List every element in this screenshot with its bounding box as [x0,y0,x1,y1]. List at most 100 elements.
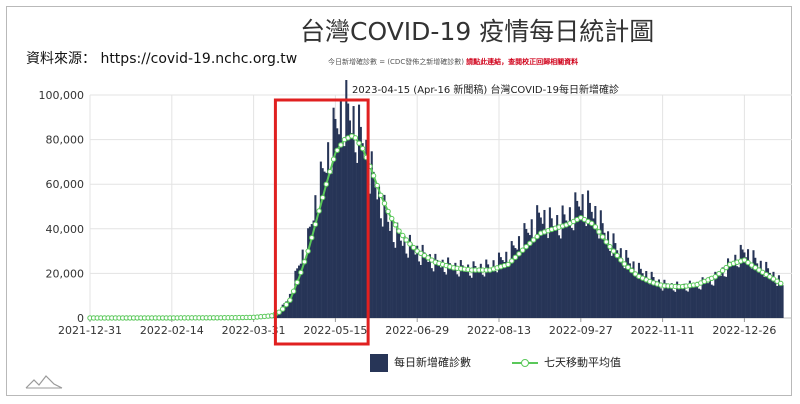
daily-bar [354,152,357,318]
daily-bar [405,253,408,318]
daily-bar [512,245,515,318]
daily-bar [597,238,601,318]
daily-bar [577,206,581,318]
x-tick-label: 2021-12-31 [58,324,122,337]
daily-bar [592,218,595,318]
daily-bar [677,284,680,318]
daily-bar [352,106,355,319]
daily-bar [699,289,702,318]
daily-bar [632,261,635,318]
daily-bar [708,276,711,318]
daily-bar [627,257,630,318]
daily-bar [721,267,724,318]
daily-bar [639,268,642,318]
legend-item-average[interactable]: 七天移動平均值 [512,354,621,370]
daily-bar [356,162,359,318]
daily-bar [739,244,742,318]
daily-bar [637,262,641,318]
daily-bar [417,261,421,318]
average-point [596,229,602,235]
daily-bar [710,284,713,318]
daily-bar [661,290,664,318]
daily-bar [539,217,542,318]
daily-bar [536,205,539,318]
daily-bar [570,227,573,318]
x-tick-label: 2022-05-15 [303,324,367,337]
average-point [712,274,719,280]
daily-bar [690,283,693,318]
daily-bar [643,276,646,318]
daily-bar [656,283,659,318]
average-point [305,248,311,254]
daily-bar [667,285,670,318]
average-point [530,237,537,243]
daily-bar [701,277,704,318]
daily-bar [319,161,322,318]
note-line: 今日新增確診數 = (CDC發佈之新增確診數) 請點此連結，查閱校正回歸相關資料 [328,57,578,67]
daily-bar [625,250,628,318]
average-point [338,142,344,148]
daily-bar [465,271,468,318]
daily-bar [594,206,597,318]
daily-bar [434,253,437,318]
daily-bar [768,272,771,318]
daily-bar [668,287,671,318]
average-point [723,264,729,271]
daily-bar [601,223,604,318]
daily-bar [468,275,471,318]
daily-bar [425,257,428,318]
daily-bar [636,277,639,318]
daily-bar [581,194,584,318]
daily-bar [779,280,782,318]
daily-bar [665,283,668,318]
daily-bar [279,310,282,318]
daily-bar [696,281,699,318]
daily-bar [568,207,571,318]
daily-bar [463,269,466,318]
daily-bar [777,275,780,318]
x-tick-label: 2022-12-26 [712,324,776,337]
average-point [309,235,315,241]
average-point [294,279,300,286]
note-link[interactable]: 請點此連結，查閱校正回歸相關資料 [466,58,579,66]
daily-bar [394,247,397,318]
daily-bar [461,265,464,318]
daily-bar [477,271,481,318]
daily-bar [496,272,499,318]
daily-bar [748,264,751,318]
daily-bar [368,193,371,318]
daily-bar [703,280,706,318]
average-point [752,264,759,271]
average-point [287,297,293,303]
daily-bar [336,128,339,318]
daily-bar [596,231,599,318]
daily-bar [574,192,577,318]
average-point [741,257,748,263]
daily-bar [445,274,448,318]
daily-bar [437,264,441,318]
daily-bar [727,258,730,318]
daily-bar [287,299,290,318]
average-point [519,247,526,253]
daily-bar [387,221,390,318]
data-source: 資料來源： https://covid-19.nchc.org.tw [26,51,298,67]
daily-bar [448,263,451,318]
daily-bar [427,262,430,318]
daily-bar [567,224,570,318]
daily-bar [423,252,426,318]
daily-bar [459,260,462,318]
average-point [359,145,366,152]
average-point [509,258,515,264]
daily-bar [576,200,579,318]
daily-bar [452,270,455,318]
daily-bar [407,257,410,318]
daily-bar [776,285,779,318]
daily-bar [288,293,291,318]
daily-bar [599,210,602,318]
average-point [407,241,413,247]
daily-bar [737,267,740,318]
daily-bar [697,288,700,318]
daily-bar [687,291,690,318]
highlight-box-group [273,98,370,346]
legend-item-daily[interactable]: 每日新增確診數 [370,354,471,372]
